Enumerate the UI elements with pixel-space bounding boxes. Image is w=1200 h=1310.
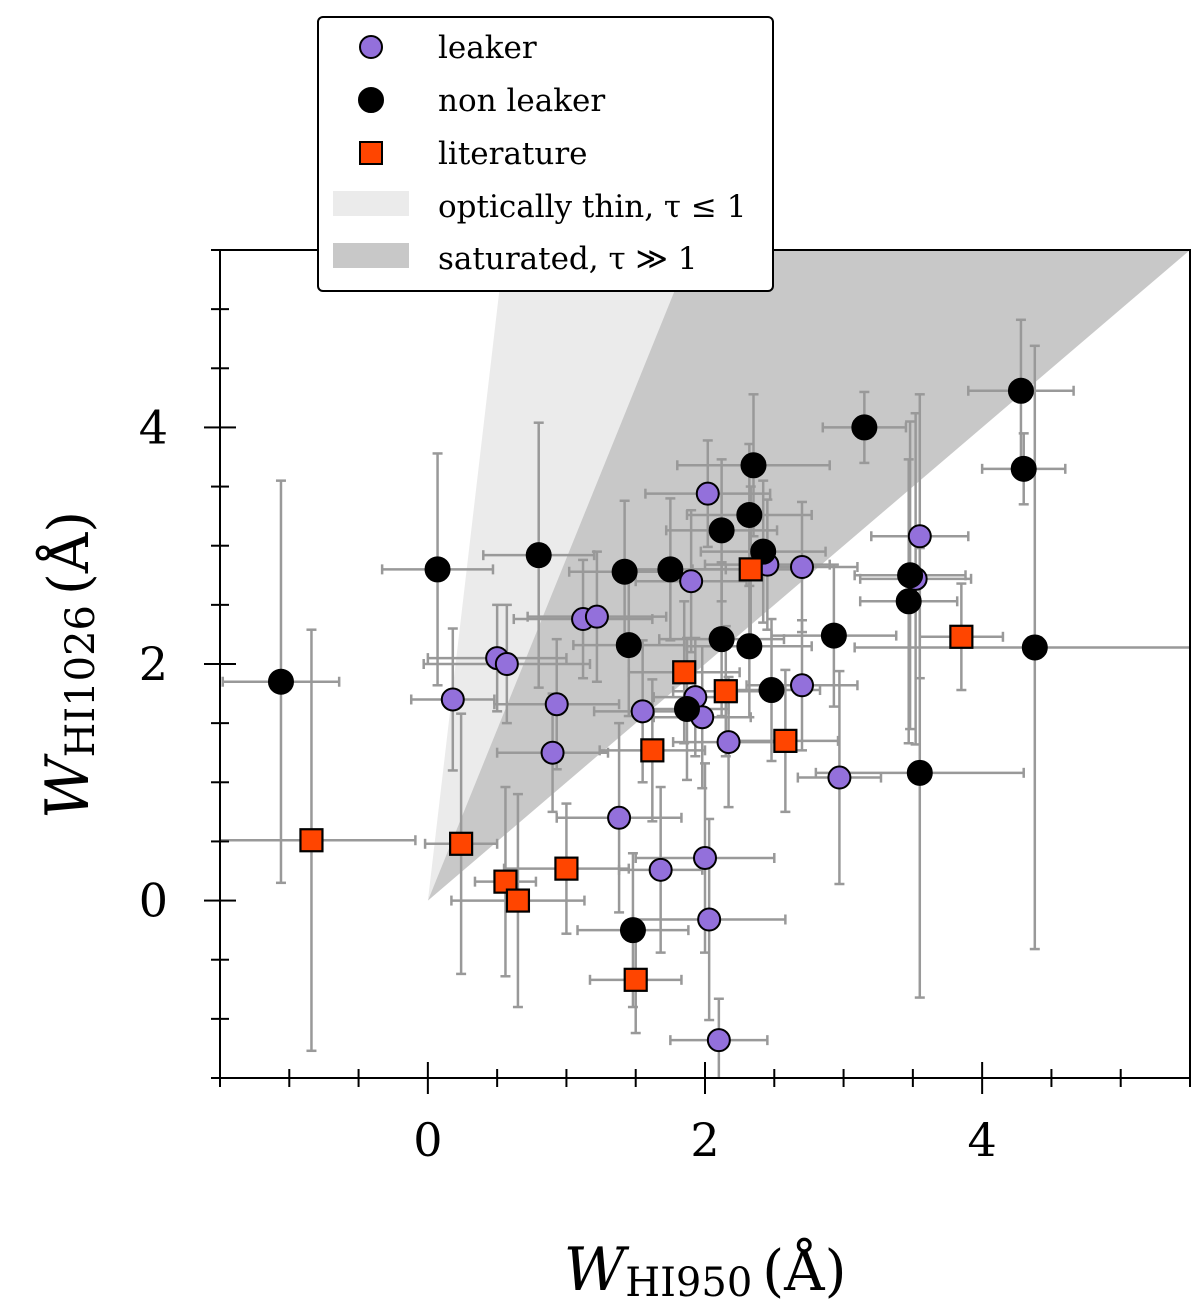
- point-non-leaker: [736, 501, 763, 528]
- point-non-leaker: [851, 414, 878, 441]
- point-non-leaker: [758, 677, 785, 704]
- legend-label-literature: literature: [438, 136, 588, 172]
- point-literature: [623, 967, 648, 992]
- point-non-leaker: [740, 452, 767, 479]
- point-non-leaker: [897, 562, 924, 589]
- y-axis-title: WHI1026 (Å): [33, 511, 104, 819]
- point-leaker: [648, 857, 673, 882]
- x-tick-label: 0: [413, 1113, 442, 1167]
- point-non-leaker: [267, 668, 294, 695]
- point-literature: [738, 557, 763, 582]
- point-leaker: [630, 699, 655, 724]
- point-literature: [449, 831, 474, 856]
- point-leaker: [440, 687, 465, 712]
- legend-label-thin: optically thin, τ ≤ 1: [438, 189, 747, 225]
- point-leaker: [544, 692, 569, 717]
- point-non-leaker: [657, 556, 684, 583]
- point-non-leaker: [708, 626, 735, 653]
- point-non-leaker: [736, 633, 763, 660]
- point-leaker: [716, 730, 741, 755]
- legend-label-leaker: leaker: [438, 30, 537, 66]
- point-non-leaker: [1007, 377, 1034, 404]
- region-optically-thin: [427, 250, 692, 901]
- point-literature: [949, 624, 974, 649]
- point-leaker: [907, 524, 932, 549]
- data-points: [267, 377, 1048, 1053]
- point-non-leaker: [673, 695, 700, 722]
- point-non-leaker: [1010, 455, 1037, 482]
- point-non-leaker: [895, 588, 922, 615]
- legend-swatch-thin: [333, 191, 409, 216]
- point-literature: [299, 828, 324, 853]
- x-axis-title-unit: (Å): [762, 1237, 846, 1304]
- y-axis-title-main: W: [33, 753, 103, 819]
- legend-marker-non-leaker: [358, 87, 384, 113]
- point-literature: [505, 888, 531, 913]
- legend-marker-leaker: [359, 35, 383, 59]
- point-literature: [672, 660, 697, 685]
- y-axis-title-unit: (Å): [35, 511, 102, 595]
- x-axis-title-main: W: [564, 1235, 630, 1305]
- point-leaker: [693, 845, 717, 870]
- x-axis-title-sub: HI950: [625, 1260, 752, 1306]
- point-non-leaker: [906, 759, 933, 786]
- legend-label-saturated: saturated, τ ≫ 1: [438, 241, 698, 277]
- point-leaker: [706, 1028, 731, 1053]
- point-leaker: [790, 555, 814, 580]
- point-leaker: [695, 481, 720, 506]
- point-non-leaker: [525, 542, 552, 569]
- point-non-leaker: [611, 558, 638, 585]
- point-leaker: [540, 740, 565, 765]
- legend-swatch-saturated: [333, 243, 409, 268]
- axis-ticks: 0 2 4 0 2 4: [139, 249, 1191, 1167]
- point-literature: [554, 856, 579, 881]
- point-leaker: [679, 569, 704, 594]
- x-tick-label: 4: [968, 1113, 997, 1167]
- point-literature: [493, 869, 518, 894]
- y-tick-label: 2: [139, 637, 168, 691]
- point-leaker: [494, 652, 519, 676]
- point-non-leaker: [1021, 634, 1048, 661]
- legend-label-non-leaker: non leaker: [438, 83, 605, 119]
- point-literature: [713, 679, 738, 704]
- point-leaker: [790, 673, 814, 698]
- point-non-leaker: [820, 622, 847, 649]
- legend-box: [317, 16, 774, 292]
- point-non-leaker: [619, 917, 646, 944]
- y-tick-label: 0: [139, 874, 168, 928]
- point-non-leaker: [424, 556, 451, 583]
- point-leaker: [584, 604, 609, 629]
- point-leaker: [697, 907, 722, 932]
- x-axis-title: WHI950 (Å): [564, 1235, 847, 1306]
- point-leaker: [607, 805, 632, 830]
- x-tick-label: 2: [690, 1113, 719, 1167]
- legend: leaker non leaker literature optically t…: [317, 16, 774, 292]
- point-leaker: [827, 765, 852, 790]
- point-literature: [773, 728, 798, 753]
- point-non-leaker: [615, 632, 642, 659]
- legend-marker-literature: [359, 141, 383, 165]
- y-axis-title-sub: HI1026: [58, 605, 104, 757]
- point-non-leaker: [708, 517, 735, 544]
- y-tick-label: 4: [139, 400, 168, 454]
- point-literature: [640, 738, 665, 763]
